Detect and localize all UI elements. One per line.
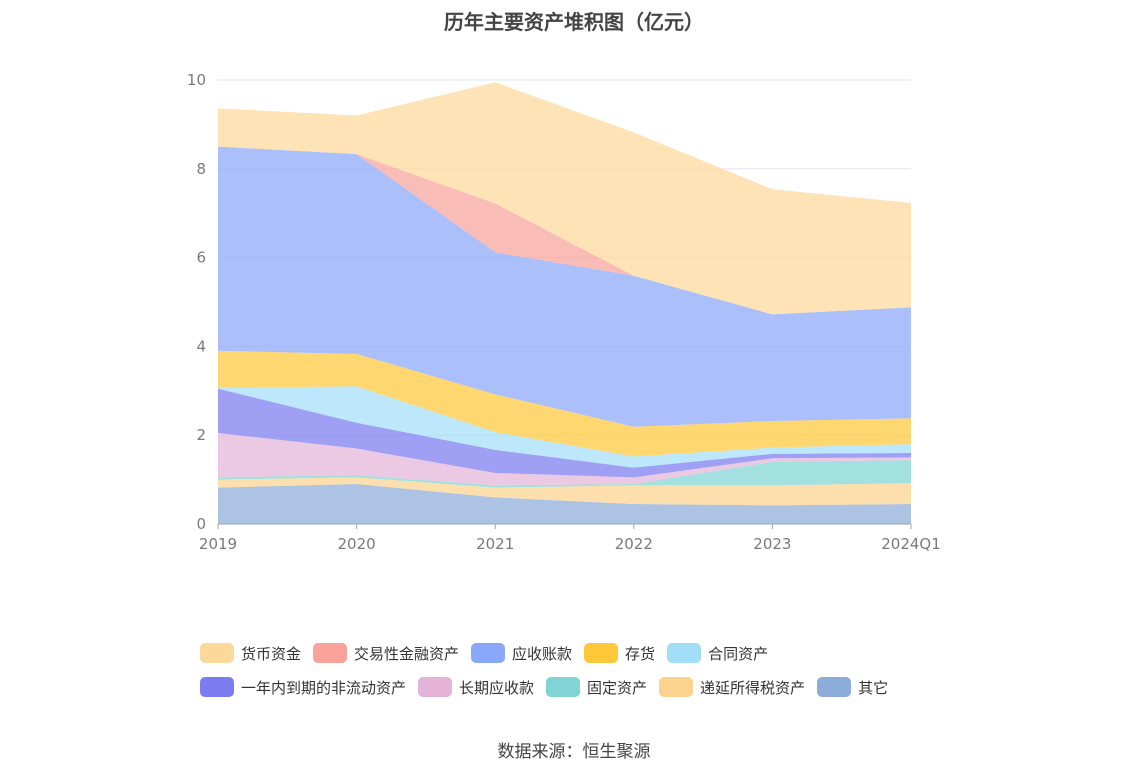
legend-swatch	[200, 677, 234, 697]
x-tick-label: 2020	[338, 535, 376, 553]
y-tick-label: 10	[187, 71, 206, 89]
legend-label: 其它	[858, 678, 889, 697]
y-tick-label: 8	[196, 160, 206, 178]
legend-label: 递延所得税资产	[700, 678, 806, 697]
legend-row-2: 一年内到期的非流动资产 长期应收款 固定资产 递延所得税资产 其它	[200, 670, 960, 704]
y-tick-label: 4	[196, 337, 206, 355]
area-layer	[218, 82, 911, 524]
legend-label: 合同资产	[708, 644, 769, 663]
legend-label: 存货	[625, 644, 656, 663]
y-tick-label: 2	[196, 426, 206, 444]
area-series-0[interactable]	[218, 484, 911, 524]
area-series-9[interactable]	[218, 82, 911, 315]
x-tick-label: 2023	[753, 535, 791, 553]
area-series-4[interactable]	[218, 388, 911, 478]
x-tick-label: 2024Q1	[881, 535, 941, 553]
legend-item[interactable]: 长期应收款	[418, 677, 534, 698]
axis-layer: 0 2 4 6 8 10 2019 2020 2021 2022 2023 2024Q1	[187, 71, 941, 553]
data-source-note: 数据来源：恒生聚源	[497, 742, 651, 762]
area-series-6[interactable]	[218, 350, 911, 457]
legend-swatch	[418, 677, 453, 697]
legend-item[interactable]: 固定资产	[546, 677, 647, 698]
legend-swatch	[584, 643, 619, 663]
legend-item[interactable]: 递延所得税资产	[659, 677, 805, 698]
legend-label: 货币资金	[241, 644, 302, 663]
chart-title: 历年主要资产堆积图（亿元）	[444, 10, 704, 34]
legend-swatch	[659, 677, 694, 697]
legend-swatch	[817, 677, 852, 697]
area-series-5[interactable]	[218, 386, 911, 468]
legend-label: 交易性金融资产	[354, 644, 460, 663]
legend-item[interactable]: 存货	[584, 643, 655, 664]
legend-swatch	[313, 643, 348, 663]
legend-item[interactable]: 交易性金融资产	[313, 643, 459, 664]
x-tick-label: 2021	[476, 535, 514, 553]
y-tick-label: 0	[196, 515, 206, 533]
legend-swatch	[471, 643, 506, 663]
area-series-2[interactable]	[218, 460, 911, 488]
legend-item[interactable]: 一年内到期的非流动资产	[200, 677, 406, 698]
area-series-7[interactable]	[218, 146, 911, 427]
legend-item[interactable]: 货币资金	[200, 643, 301, 664]
legend-label: 一年内到期的非流动资产	[241, 678, 407, 697]
legend-swatch	[200, 643, 234, 663]
legend-label: 应收账款	[512, 644, 573, 663]
legend-label: 长期应收款	[459, 678, 535, 697]
legend-row-1: 货币资金 交易性金融资产 应收账款 存货 合同资产	[200, 636, 960, 670]
legend: 货币资金 交易性金融资产 应收账款 存货 合同资产 一年内到期的非流动资产 长期应收款 固定…	[200, 636, 960, 704]
y-tick-label: 6	[196, 249, 206, 267]
x-tick-label: 2022	[615, 535, 653, 553]
legend-swatch	[667, 643, 702, 663]
area-series-3[interactable]	[218, 432, 911, 486]
legend-item[interactable]: 应收账款	[471, 643, 572, 664]
legend-label: 固定资产	[587, 678, 648, 697]
legend-item[interactable]: 合同资产	[667, 643, 768, 664]
x-tick-label: 2019	[199, 535, 237, 553]
area-series-1[interactable]	[218, 477, 911, 506]
legend-swatch	[546, 677, 581, 697]
legend-item[interactable]: 其它	[817, 677, 888, 698]
